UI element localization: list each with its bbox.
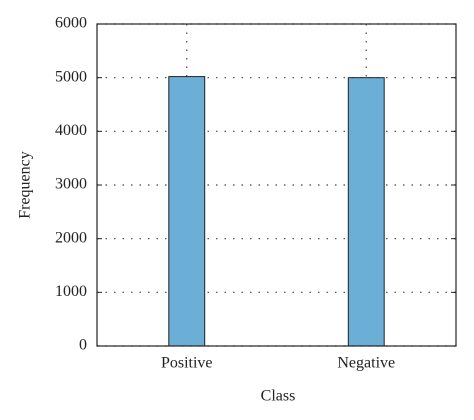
plot-frame (96, 23, 457, 347)
y-tick-label: 6000 (55, 15, 87, 32)
bar (168, 76, 206, 347)
x-tick-label: Negative (337, 355, 395, 372)
y-tick-label: 5000 (55, 68, 87, 85)
x-tick-label: Positive (161, 355, 213, 372)
x-axis-label: Class (261, 388, 296, 405)
y-tick-label: 0 (79, 337, 87, 354)
bar (347, 77, 385, 347)
y-axis-label: Frequency (17, 151, 34, 219)
y-tick-label: 3000 (55, 176, 87, 193)
y-tick-label: 2000 (55, 229, 87, 246)
y-tick-label: 1000 (55, 283, 87, 300)
y-tick-label: 4000 (55, 122, 87, 139)
